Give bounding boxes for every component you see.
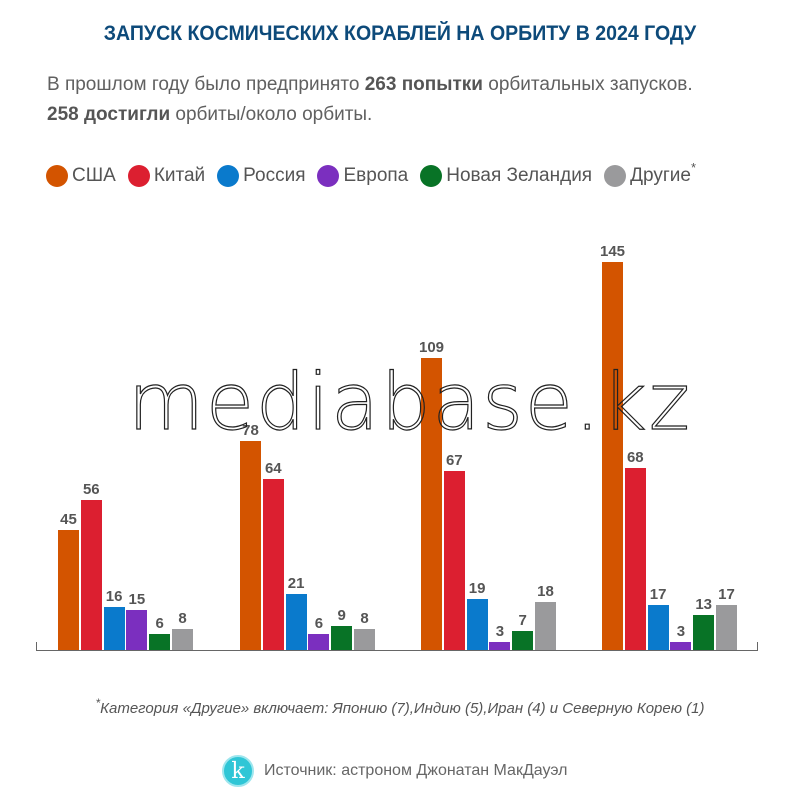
bar-value-label: 17 xyxy=(718,585,735,603)
bar xyxy=(80,500,102,650)
bar xyxy=(308,633,330,650)
legend-label: Другие xyxy=(630,165,691,186)
bar xyxy=(466,599,488,650)
subtitle-line-2: 258 достигли орбиты/около орбиты. xyxy=(47,100,777,130)
bar-value-label: 64 xyxy=(264,459,282,477)
bar-value-label: 17 xyxy=(649,585,667,603)
bar-value-label: 19 xyxy=(468,580,486,598)
legend-item: Новая Зеландия xyxy=(420,165,592,187)
bar-value-label: 6 xyxy=(314,614,324,632)
footnote: *Категория «Другие» включает: Японию (7)… xyxy=(0,696,800,717)
legend-swatch-icon xyxy=(420,165,443,187)
bar-value-label: 16 xyxy=(105,588,123,606)
bar-value-label: 68 xyxy=(626,449,644,467)
bar xyxy=(624,468,646,650)
bar xyxy=(126,609,148,650)
bar xyxy=(149,633,171,650)
bar-value-label: 13 xyxy=(695,596,713,614)
bar xyxy=(489,641,511,650)
bar-value-label: 67 xyxy=(445,451,463,469)
source-text: Источник: астроном Джонатан МакДауэл xyxy=(264,762,568,779)
bar-value-label: 15 xyxy=(128,590,146,608)
bar xyxy=(172,628,193,650)
bar-value-label: 8 xyxy=(360,609,369,627)
subtitle-text: В прошлом году было предпринято xyxy=(47,74,365,95)
legend-item: Другие * xyxy=(604,160,696,187)
legend-item: США xyxy=(46,165,116,187)
legend-swatch-icon xyxy=(46,165,68,187)
bar xyxy=(331,625,353,650)
bar-value-label: 56 xyxy=(82,481,100,499)
chart-title: ЗАПУСК КОСМИЧЕСКИХ КОРАБЛЕЙ НА ОРБИТУ В … xyxy=(103,22,697,45)
legend-label: Новая Зеландия xyxy=(446,165,593,186)
legend-label: Россия xyxy=(243,165,306,186)
bar xyxy=(602,262,623,650)
bar xyxy=(285,593,307,650)
bar xyxy=(693,615,715,650)
bar-value-label: 109 xyxy=(418,339,445,357)
legend-label: США xyxy=(72,165,116,186)
legend-label: Европа xyxy=(343,165,409,186)
subtitle-bold-reached: 258 достигли xyxy=(47,104,171,125)
bar-value-label: 145 xyxy=(599,243,626,261)
bar-value-label: 45 xyxy=(60,510,77,528)
x-axis-right-tick xyxy=(757,642,758,651)
bar xyxy=(240,441,261,650)
legend-label: Китай xyxy=(153,165,206,186)
x-axis-left-tick xyxy=(36,642,37,651)
legend-swatch-icon xyxy=(127,165,150,187)
legend-swatch-icon xyxy=(604,165,627,187)
bar xyxy=(262,478,284,650)
bar-value-label: 9 xyxy=(337,606,346,624)
bar xyxy=(103,607,125,650)
subtitle-text: орбитальных запусков. xyxy=(482,74,693,95)
bar-value-label: 18 xyxy=(537,582,554,600)
bar xyxy=(512,631,534,650)
bar xyxy=(647,604,669,650)
chart-legend: США Китай Россия Европа Новая Зеландия Другие… xyxy=(46,160,708,190)
chart-subtitle: В прошлом году было предпринято 263 попы… xyxy=(47,70,777,130)
kz-logo-icon: k xyxy=(222,755,254,787)
legend-item: Китай xyxy=(127,165,206,187)
legend-item: Европа xyxy=(317,165,408,187)
bar-value-label: 6 xyxy=(155,614,164,632)
bar-value-label: 8 xyxy=(178,609,187,627)
bar-value-label: 7 xyxy=(518,612,527,630)
bar-value-label: 78 xyxy=(242,422,259,440)
x-axis xyxy=(36,650,758,651)
bar xyxy=(354,628,375,650)
bar xyxy=(421,358,442,650)
subtitle-text: орбиты/около орбиты. xyxy=(170,104,373,125)
legend-item: Россия xyxy=(217,165,305,187)
source-line: k Источник: астроном Джонатан МакДауэл xyxy=(222,755,567,787)
legend-asterisk: * xyxy=(690,159,697,175)
subtitle-bold-attempts: 263 попытки xyxy=(364,74,483,95)
legend-swatch-icon xyxy=(217,165,240,187)
bar-value-label: 3 xyxy=(676,622,686,640)
footnote-text: Категория «Другие» включает: Японию (7),… xyxy=(100,700,705,717)
subtitle-line-1: В прошлом году было предпринято 263 попы… xyxy=(47,70,777,100)
footnote-asterisk: * xyxy=(95,696,101,710)
bar xyxy=(716,604,737,650)
bar xyxy=(535,601,556,650)
bar xyxy=(670,641,692,650)
bar xyxy=(443,470,465,650)
bar-value-label: 3 xyxy=(495,622,505,640)
legend-swatch-icon xyxy=(317,165,340,187)
bar-value-label: 21 xyxy=(287,574,305,592)
bar xyxy=(58,529,79,650)
